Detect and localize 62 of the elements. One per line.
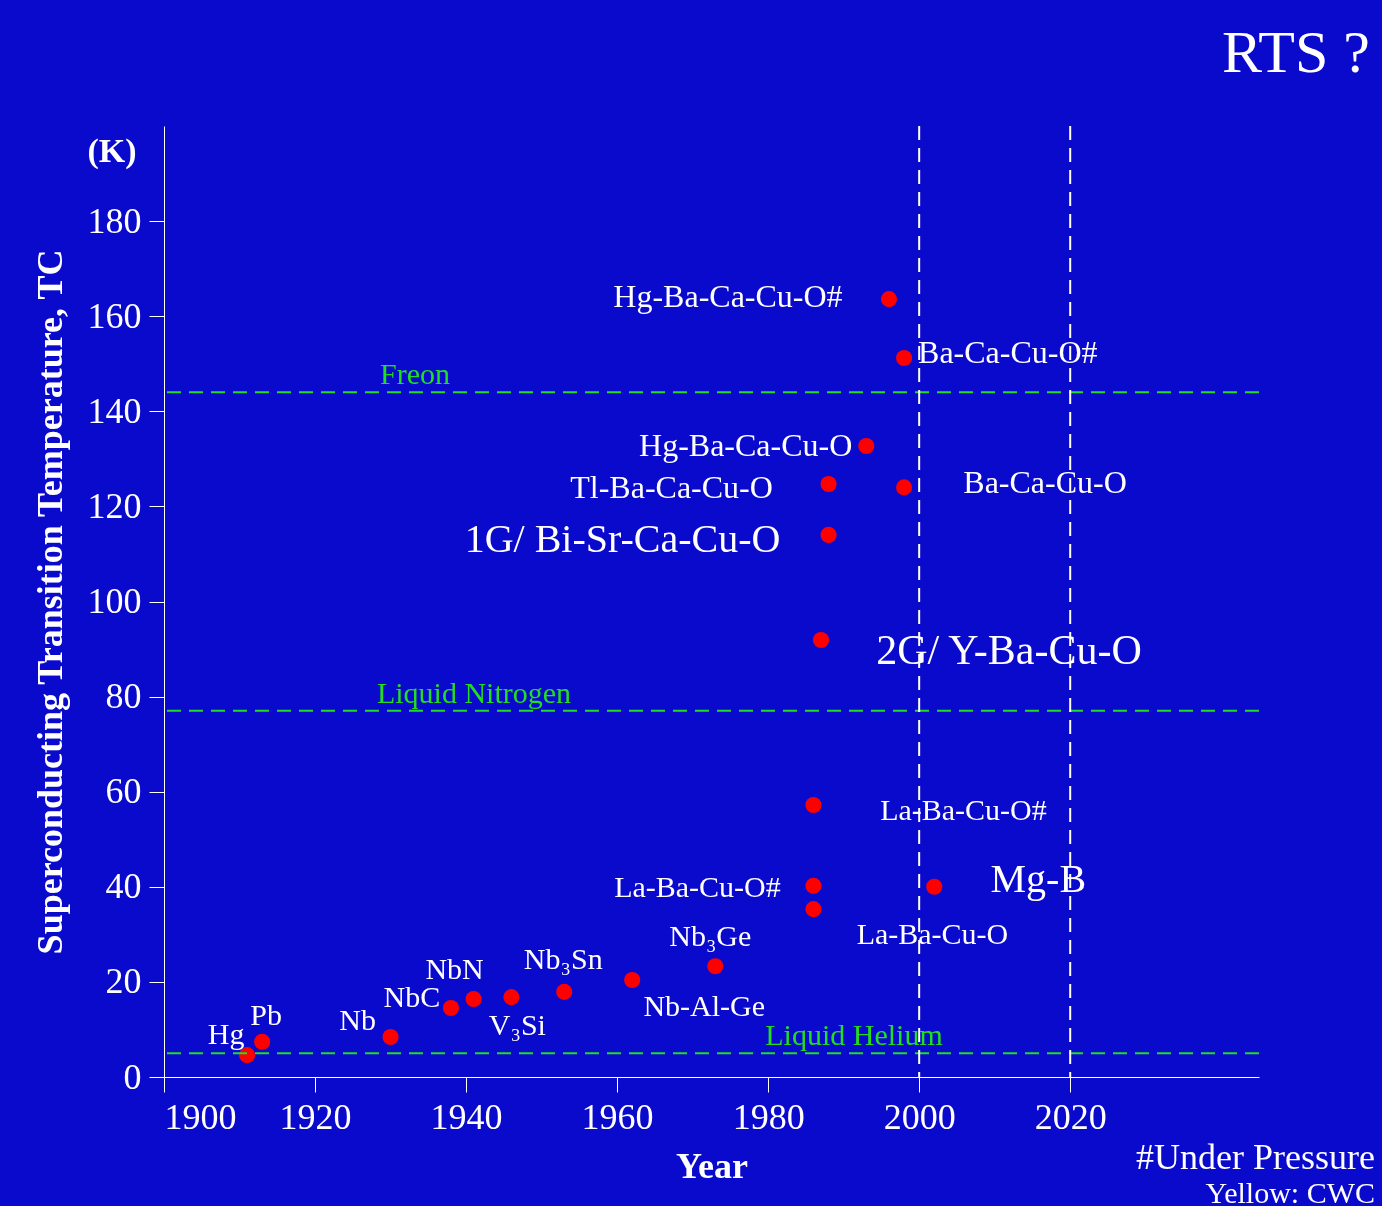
x-tick-label: 1980 (732, 1096, 805, 1137)
series-label: Mg-B (990, 855, 1087, 901)
point (820, 526, 837, 543)
series-label: Tl-Ba-Ca-Cu-O (570, 469, 773, 506)
point (382, 1029, 399, 1046)
series-label: 2G/ Y-Ba-Cu-O (876, 627, 1142, 674)
ref-line-label: Freon (380, 357, 450, 391)
point (556, 983, 573, 1000)
series-label: Nb₃Sn (523, 941, 603, 975)
point (896, 350, 913, 367)
x-tick-label: 2020 (1034, 1096, 1107, 1137)
y-tick-label: 20 (105, 961, 142, 1002)
y-tick-label: 0 (123, 1056, 142, 1097)
text: (K) (87, 132, 137, 170)
point (812, 631, 830, 649)
y-tick-label: 180 (87, 200, 142, 241)
y-tick-label: 80 (105, 676, 142, 717)
point (805, 901, 822, 918)
y-tick-label: 60 (105, 771, 142, 812)
series-label: La-Ba-Cu-O# (614, 869, 781, 903)
point (820, 476, 837, 493)
series-label: Nb₃Ge (669, 919, 752, 953)
y-tick-label: 120 (87, 485, 142, 526)
x-tick-label: 1960 (581, 1096, 654, 1137)
y-tick-label: 100 (87, 581, 142, 621)
point (442, 1000, 460, 1017)
series-label: Nb-Al-Ge (643, 989, 766, 1022)
series-label: 1G/ Bi-Sr-Ca-Cu-O (464, 515, 781, 561)
series-label: Hg-Ba-Ca-Cu-O (639, 427, 853, 464)
series-label: Ba-Ca-Cu-O (963, 464, 1127, 501)
chart-title: RTS ? (1221, 19, 1370, 85)
point (858, 437, 875, 455)
y-tick-label: 40 (105, 866, 142, 907)
point (254, 1033, 271, 1050)
series-label: Ba-Ca-Cu-O# (918, 334, 1098, 371)
y-tick-label: 160 (87, 295, 142, 336)
series-label: La-Ba-Cu-O (856, 917, 1009, 951)
point (926, 878, 943, 895)
x-tick-label: 2000 (883, 1096, 956, 1137)
x-tick-label: 1920 (279, 1096, 352, 1137)
point (805, 796, 822, 814)
point (624, 971, 641, 989)
text: Yellow: CWC (1205, 1176, 1375, 1206)
x-tick-label: 1900 (164, 1096, 237, 1137)
series-label: Hg-Ba-Ca-Cu-O# (613, 278, 843, 315)
series-label: Hg (207, 1017, 245, 1051)
series-label: V₃Si (488, 1008, 546, 1042)
series-label: Pb (250, 997, 283, 1031)
point (707, 958, 724, 975)
x-tick-label: 1940 (430, 1096, 503, 1137)
y-tick-label: 140 (87, 390, 142, 431)
point (465, 990, 482, 1008)
point (503, 989, 520, 1006)
ref-line-label: Liquid Nitrogen (376, 675, 572, 709)
series-label: Nb (339, 1003, 376, 1037)
point (805, 877, 822, 894)
text: #Under Pressure (1136, 1137, 1375, 1177)
point (880, 291, 898, 308)
y-axis-title: Superconducting Transition Temperature, TC (29, 249, 70, 955)
point (896, 479, 913, 496)
x-axis-title: Year (676, 1145, 748, 1186)
series-label: La-Ba-Cu-O# (880, 793, 1047, 827)
